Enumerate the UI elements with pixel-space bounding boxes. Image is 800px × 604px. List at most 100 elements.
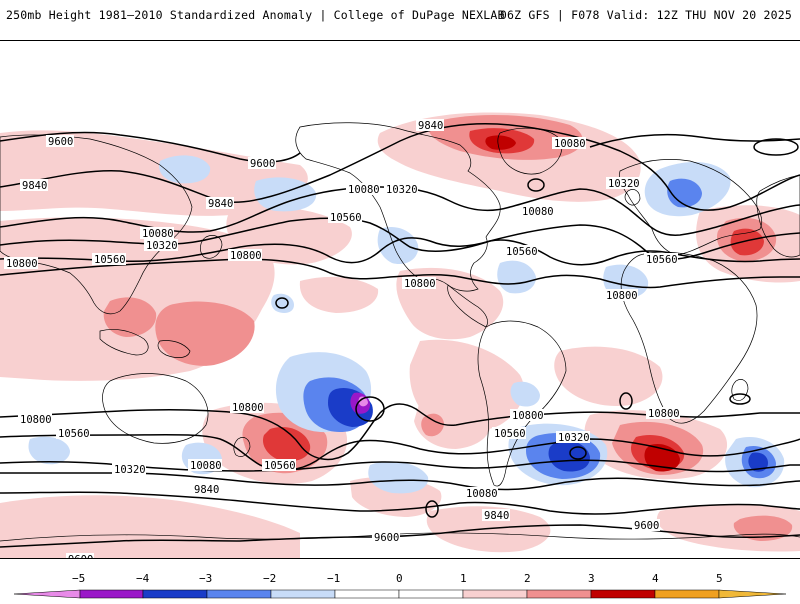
model-run-info: 06Z GFS | F078 Valid: 12Z THU NOV 20 202… — [499, 8, 792, 22]
anomaly-p2-south-indian — [421, 413, 444, 437]
contour-10080-s — [0, 472, 800, 491]
colorbar-tick-label: 5 — [716, 572, 723, 585]
contour-label: 10560 — [58, 428, 90, 440]
anomaly-p4-arctic — [485, 135, 516, 150]
coast-madagascar — [731, 379, 749, 401]
coast-uk — [624, 189, 641, 206]
contour-label: 9600 — [250, 158, 275, 170]
colorbar-seg-zero-high — [398, 589, 464, 599]
anomaly-m1-hawaii — [271, 293, 294, 313]
colorbar-tick-label: −1 — [327, 572, 340, 585]
header: 250mb Height 1981–2010 Standardized Anom… — [0, 0, 800, 32]
anomaly-p3-south-pac — [262, 426, 311, 462]
contour-label: 10560 — [646, 254, 678, 266]
contour-label: 9840 — [208, 198, 233, 210]
colorbar-tick-label: 0 — [396, 572, 403, 585]
contour-label: 10320 — [386, 184, 418, 196]
contour-label: 10320 — [558, 432, 590, 444]
contour-labels: 9600 9600 9840 9840 9840 10080 10080 100… — [4, 119, 680, 558]
coast-asia-left — [0, 134, 193, 315]
contour-label: 9840 — [194, 484, 219, 496]
anomaly-m1-s-america — [510, 381, 540, 407]
contour-closed-s-atl — [569, 446, 587, 460]
contour-label: 10800 — [404, 278, 436, 290]
colorbar-seg-p2 — [526, 589, 592, 599]
coast-north-america — [295, 122, 501, 292]
contour-label: 9840 — [484, 510, 509, 522]
anomaly-p2-asia-coast — [103, 297, 157, 337]
contour-label: 10080 — [554, 138, 586, 150]
contour-closed-s-pac — [355, 396, 385, 422]
coast-australia — [102, 373, 209, 444]
contour-label: 10800 — [512, 410, 544, 422]
colorbar-seg-m5 — [13, 589, 81, 599]
anomaly-p1-cpac-2 — [299, 276, 379, 313]
colorbar-tick-label: −4 — [136, 572, 150, 585]
colorbar-seg-m1 — [270, 589, 336, 599]
colorbar-ticks: −5 −4 −3 −2 −1 0 1 2 3 4 5 — [72, 572, 723, 585]
contour-label: 10800 — [6, 258, 38, 270]
colorbar-seg-m4 — [79, 589, 144, 599]
contour-label: 10800 — [606, 290, 638, 302]
contour-closed-arctic — [527, 178, 545, 192]
colorbar-seg-m2 — [206, 589, 272, 599]
contour-label: 9840 — [22, 180, 47, 192]
map-title: 250mb Height 1981–2010 Standardized Anom… — [6, 8, 505, 22]
colorbar-tick-label: −3 — [199, 572, 212, 585]
contour-label: 10080 — [466, 488, 498, 500]
contour-9840-n — [0, 123, 800, 211]
anomaly-m1-pacific-n — [158, 155, 211, 184]
anomaly-p1-antarctic-w — [0, 495, 300, 558]
coast-japan — [200, 235, 223, 259]
colorbar-seg-p4 — [654, 589, 720, 599]
anomaly-p1-south-indian — [414, 397, 491, 449]
contour-label: 10560 — [494, 428, 526, 440]
contour-label: 9600 — [68, 554, 93, 558]
colorbar-seg-p5 — [718, 589, 787, 599]
contour-label: 9840 — [418, 120, 443, 132]
colorbar-svg: −5 −4 −3 −2 −1 0 1 2 3 4 5 — [13, 572, 787, 599]
contour-9840-s — [0, 491, 800, 515]
contour-label: 9600 — [634, 520, 659, 532]
contour-label: 10080 — [348, 184, 380, 196]
anomaly-p2-wpac — [155, 301, 255, 366]
coast-europe — [619, 159, 763, 256]
colorbar-seg-p3 — [590, 589, 656, 599]
colorbar-tick-label: 2 — [524, 572, 531, 585]
anomaly-m5-s-pac — [358, 396, 368, 407]
colorbar-tick-label: −5 — [72, 572, 85, 585]
contour-label: 10800 — [230, 250, 262, 262]
colorbar-tick-label: 1 — [460, 572, 467, 585]
coast-maritime — [99, 329, 149, 356]
anomaly-m1-gulf — [497, 260, 536, 294]
contour-9600-s — [0, 524, 800, 548]
colorbar-seg-m3 — [142, 589, 208, 599]
anomaly-p3-europe — [730, 228, 764, 256]
colorbar-tick-label: −2 — [263, 572, 276, 585]
anomaly-m1-s-atl-2 — [368, 461, 429, 494]
contour-closed-s-am — [425, 500, 439, 518]
colorbar-tick-label: 4 — [652, 572, 659, 585]
contour-10800-n — [0, 258, 800, 289]
contour-label: 9600 — [48, 136, 73, 148]
anomaly-m1-s-w — [28, 436, 70, 465]
contour-closed-pacific — [275, 297, 289, 309]
contour-10320-s — [0, 459, 800, 473]
contour-label: 10560 — [94, 254, 126, 266]
positive-anomaly-layer — [0, 112, 800, 558]
contour-label: 10800 — [20, 414, 52, 426]
negative-anomaly-layer — [28, 155, 785, 494]
contour-10800-s — [0, 403, 800, 461]
contour-label: 10320 — [608, 178, 640, 190]
contour-10560-s — [0, 433, 800, 471]
coast-asia-right — [756, 174, 800, 258]
contour-label: 10320 — [114, 464, 146, 476]
map-panel: 9600 9600 9840 9840 9840 10080 10080 100… — [0, 40, 800, 559]
anomaly-map: 9600 9600 9840 9840 9840 10080 10080 100… — [0, 112, 800, 558]
colorbar-segments — [13, 589, 787, 599]
colorbar-tick-label: 3 — [588, 572, 595, 585]
contour-label: 10080 — [522, 206, 554, 218]
colorbar: −5 −4 −3 −2 −1 0 1 2 3 4 5 — [0, 568, 800, 600]
contour-label: 10800 — [648, 408, 680, 420]
contour-label: 10080 — [142, 228, 174, 240]
